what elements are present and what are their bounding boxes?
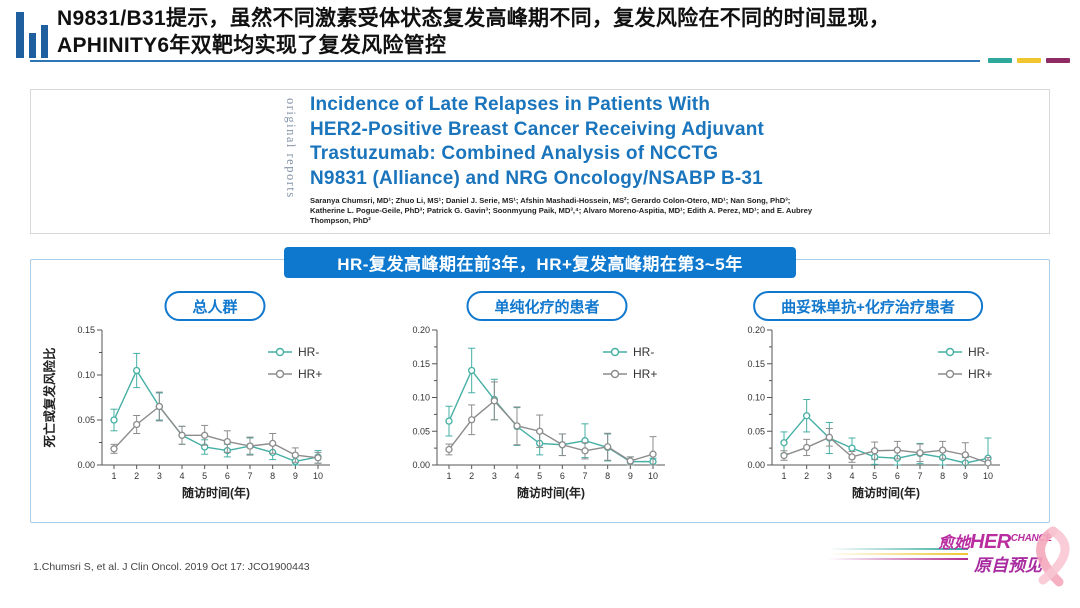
logo-streak-lines bbox=[828, 548, 968, 563]
svg-text:1: 1 bbox=[781, 471, 786, 481]
svg-text:2: 2 bbox=[469, 471, 474, 481]
svg-text:0.20: 0.20 bbox=[412, 325, 430, 335]
svg-text:0.00: 0.00 bbox=[747, 460, 765, 470]
svg-text:4: 4 bbox=[849, 471, 854, 481]
logo-zh1: 愈她 bbox=[938, 535, 971, 552]
header-divider bbox=[30, 60, 980, 62]
svg-text:HR+: HR+ bbox=[968, 367, 992, 381]
chart-trastuzumab-chemo: 0.00 0.05 0.10 0.15 0.20 1 2 3 4 5 6 7 8 9 10 随访时间(年) HR… bbox=[747, 325, 1000, 500]
svg-text:5: 5 bbox=[202, 471, 207, 481]
chart-group-label-chemo-only: 单纯化疗的患者 bbox=[466, 291, 628, 321]
svg-text:3: 3 bbox=[492, 471, 497, 481]
svg-text:8: 8 bbox=[270, 471, 275, 481]
chart-chemo-only: 0.00 0.05 0.10 0.15 0.20 1 2 3 4 5 6 7 8 9 10 随访时间(年) HR… bbox=[412, 325, 665, 500]
page-title: N9831/B31提示，虽然不同激素受体状态复发高峰期不同，复发风险在不同的时间… bbox=[57, 5, 997, 59]
svg-text:HR+: HR+ bbox=[633, 367, 657, 381]
svg-text:10: 10 bbox=[648, 471, 658, 481]
svg-text:死亡或复发风险比: 死亡或复发风险比 bbox=[42, 347, 57, 449]
svg-text:0.05: 0.05 bbox=[77, 415, 95, 425]
accent-dash-yellow bbox=[1017, 58, 1041, 63]
svg-text:1: 1 bbox=[111, 471, 116, 481]
svg-text:0.15: 0.15 bbox=[412, 359, 430, 369]
svg-text:8: 8 bbox=[605, 471, 610, 481]
svg-text:6: 6 bbox=[560, 471, 565, 481]
svg-text:HR-: HR- bbox=[298, 345, 319, 359]
logo-en2: CHANCE bbox=[1010, 533, 1052, 544]
svg-text:3: 3 bbox=[157, 471, 162, 481]
svg-text:9: 9 bbox=[293, 471, 298, 481]
svg-text:7: 7 bbox=[917, 471, 922, 481]
paper-card bbox=[30, 89, 1050, 234]
citation: 1.Chumsri S, et al. J Clin Oncol. 2019 O… bbox=[33, 561, 310, 573]
svg-text:随访时间(年): 随访时间(年) bbox=[852, 485, 920, 500]
svg-text:0.15: 0.15 bbox=[77, 325, 95, 335]
paper-title-line: N9831 (Alliance) and NRG Oncology/NSABP … bbox=[310, 167, 763, 189]
svg-text:0.20: 0.20 bbox=[747, 325, 765, 335]
paper-title-line: Trastuzumab: Combined Analysis of NCCTG bbox=[310, 143, 719, 164]
campaign-logo: 愈她HERCHANCE 原自预见 bbox=[828, 526, 1080, 600]
accent-dash-purple bbox=[1046, 58, 1070, 63]
svg-text:3: 3 bbox=[827, 471, 832, 481]
pink-ribbon-icon bbox=[1036, 526, 1070, 587]
page-title-line2: APHINITY6年双靶均实现了复发风险管控 bbox=[57, 34, 447, 57]
svg-text:0.10: 0.10 bbox=[412, 393, 430, 403]
svg-text:5: 5 bbox=[537, 471, 542, 481]
svg-text:HR-: HR- bbox=[633, 345, 654, 359]
svg-text:0.05: 0.05 bbox=[412, 426, 430, 436]
svg-text:4: 4 bbox=[179, 471, 184, 481]
chart-group-label-total-population: 总人群 bbox=[164, 291, 266, 321]
paper-title: Incidence of Late Relapses in Patients W… bbox=[310, 93, 764, 191]
svg-text:随访时间(年): 随访时间(年) bbox=[182, 485, 250, 500]
svg-text:1: 1 bbox=[446, 471, 451, 481]
streak-yellow bbox=[828, 553, 968, 555]
svg-text:0.05: 0.05 bbox=[747, 426, 765, 436]
paper-title-line: HER2-Positive Breast Cancer Receiving Ad… bbox=[310, 118, 765, 140]
svg-text:9: 9 bbox=[628, 471, 633, 481]
page-title-line1: N9831/B31提示，虽然不同激素受体状态复发高峰期不同，复发风险在不同的时间… bbox=[57, 7, 891, 30]
svg-text:2: 2 bbox=[134, 471, 139, 481]
svg-text:HR-: HR- bbox=[968, 345, 989, 359]
svg-text:10: 10 bbox=[983, 471, 993, 481]
svg-text:7: 7 bbox=[582, 471, 587, 481]
svg-text:随访时间(年): 随访时间(年) bbox=[517, 485, 585, 500]
chart-group-label-trastuzumab-chemo: 曲妥珠单抗+化疗治疗患者 bbox=[753, 291, 983, 321]
svg-text:0.15: 0.15 bbox=[747, 359, 765, 369]
svg-text:7: 7 bbox=[247, 471, 252, 481]
svg-text:0.10: 0.10 bbox=[77, 370, 95, 380]
svg-text:HR+: HR+ bbox=[298, 367, 322, 381]
accent-dash-teal bbox=[988, 58, 1012, 63]
paper-authors: Saranya Chumsri, MD¹; Zhuo Li, MS¹; Dani… bbox=[310, 196, 813, 225]
paper-title-line: Incidence of Late Relapses in Patients W… bbox=[310, 94, 711, 115]
svg-text:10: 10 bbox=[313, 471, 323, 481]
streak-purple bbox=[828, 558, 968, 560]
svg-text:5: 5 bbox=[872, 471, 877, 481]
svg-text:4: 4 bbox=[514, 471, 519, 481]
svg-text:2: 2 bbox=[804, 471, 809, 481]
bar-chart-icon bbox=[16, 12, 48, 58]
svg-text:0.00: 0.00 bbox=[412, 460, 430, 470]
svg-text:8: 8 bbox=[940, 471, 945, 481]
logo-en1: HER bbox=[970, 531, 1011, 553]
logo-wordmark-line1: 愈她HERCHANCE bbox=[938, 529, 1052, 554]
journal-side-label: original reports bbox=[284, 98, 298, 199]
streak-teal bbox=[828, 548, 968, 550]
svg-text:0.00: 0.00 bbox=[77, 460, 95, 470]
svg-text:6: 6 bbox=[225, 471, 230, 481]
svg-text:9: 9 bbox=[963, 471, 968, 481]
svg-text:6: 6 bbox=[895, 471, 900, 481]
svg-text:0.10: 0.10 bbox=[747, 393, 765, 403]
key-finding-banner: HR-复发高峰期在前3年，HR+复发高峰期在第3~5年 bbox=[284, 247, 796, 278]
chart-total-population: 0.00 0.05 0.10 0.15 1 2 3 4 5 6 7 8 9 10 随访时间(年) 死亡或复发风… bbox=[42, 325, 330, 500]
logo-wordmark-line2: 原自预见 bbox=[974, 556, 1042, 575]
